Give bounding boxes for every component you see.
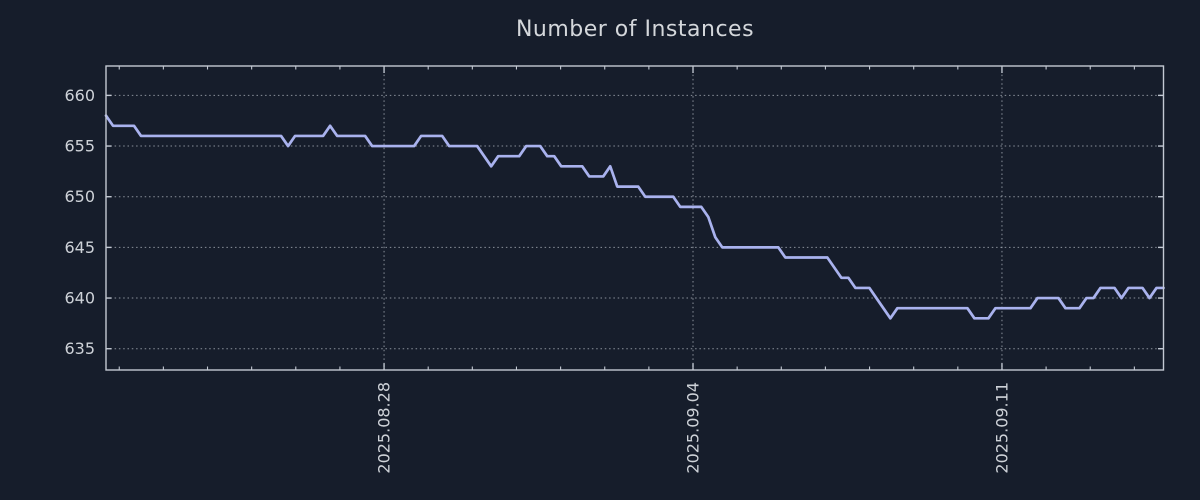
plot-border [105, 65, 1165, 371]
y-tick-label: 635 [64, 339, 95, 358]
x-tick-label: 2025.09.11 [992, 382, 1011, 474]
chart-title: Number of Instances [515, 17, 755, 42]
y-tick-label: 650 [64, 187, 95, 206]
x-tick-label: 2025.09.04 [684, 382, 703, 474]
y-tick-label: 660 [64, 86, 95, 105]
x-tick-label: 2025.08.28 [375, 382, 394, 474]
y-tick-label: 655 [64, 137, 95, 156]
y-tick-label: 640 [64, 289, 95, 308]
chart-line [104, 114, 1165, 320]
y-tick-label: 645 [64, 238, 95, 257]
